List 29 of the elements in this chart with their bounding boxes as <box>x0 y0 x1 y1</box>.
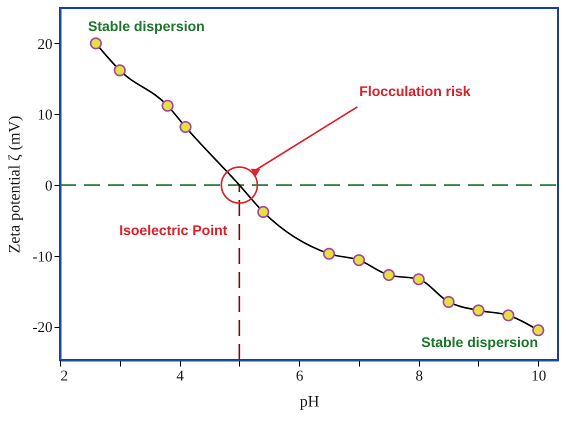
x-tick-label: 10 <box>531 368 546 384</box>
x-tick-label: 4 <box>176 368 184 384</box>
y-tick-label: 0 <box>45 178 52 195</box>
annotation: Stable dispersion <box>421 334 538 350</box>
x-tick-label: 8 <box>415 368 423 384</box>
y-tick-label: -10 <box>32 249 52 266</box>
point <box>532 324 544 336</box>
point <box>90 37 102 50</box>
point <box>322 248 336 260</box>
point <box>412 273 425 286</box>
x-axis-title: pH <box>300 394 320 410</box>
point <box>442 296 455 308</box>
x-tick-label: 6 <box>296 368 304 384</box>
point <box>382 268 395 282</box>
point <box>114 64 126 76</box>
ref-line-label: Isoelectric Point <box>119 222 228 238</box>
y-tick-label: 20 <box>38 36 52 53</box>
point <box>162 100 174 112</box>
point <box>257 206 270 218</box>
point <box>472 304 485 316</box>
annotation: Stable dispersion <box>88 18 205 34</box>
x-tick-label: 2 <box>60 368 68 384</box>
y-tick-label: -20 <box>32 320 52 336</box>
point <box>502 309 514 322</box>
y-axis-title: Zeta potential ζ (mV) <box>6 116 24 254</box>
point <box>352 254 365 266</box>
y-tick-label: 10 <box>38 108 52 124</box>
annotation: Flocculation risk <box>359 82 471 99</box>
point <box>180 120 192 134</box>
